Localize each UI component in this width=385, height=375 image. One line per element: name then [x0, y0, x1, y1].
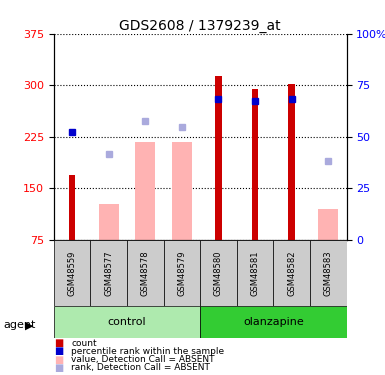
Bar	[164, 240, 200, 306]
Text: GSM48582: GSM48582	[287, 250, 296, 296]
Text: GSM48581: GSM48581	[251, 250, 259, 296]
Bar	[127, 240, 164, 306]
Bar	[135, 142, 156, 240]
Bar	[54, 240, 90, 306]
Text: GSM48577: GSM48577	[104, 250, 113, 296]
Bar	[90, 240, 127, 306]
Bar	[69, 175, 75, 240]
Text: ■: ■	[54, 363, 63, 373]
Text: rank, Detection Call = ABSENT: rank, Detection Call = ABSENT	[71, 363, 210, 372]
Bar	[310, 240, 346, 306]
Title: GDS2608 / 1379239_at: GDS2608 / 1379239_at	[119, 19, 281, 33]
Text: GSM48579: GSM48579	[177, 250, 186, 296]
Text: control: control	[108, 316, 146, 327]
Text: ■: ■	[54, 338, 63, 348]
Bar	[237, 240, 273, 306]
Text: GSM48583: GSM48583	[324, 250, 333, 296]
Text: agent: agent	[4, 321, 36, 330]
Text: ■: ■	[54, 355, 63, 364]
Bar	[99, 204, 119, 240]
Text: GSM48580: GSM48580	[214, 250, 223, 296]
Bar	[200, 240, 237, 306]
Text: GSM48578: GSM48578	[141, 250, 150, 296]
Text: olanzapine: olanzapine	[243, 316, 304, 327]
Text: count: count	[71, 339, 97, 348]
Bar	[54, 306, 200, 338]
Bar	[273, 240, 310, 306]
Bar	[252, 89, 258, 240]
Text: ■: ■	[54, 346, 63, 356]
Text: GSM48559: GSM48559	[68, 250, 77, 296]
Bar	[215, 76, 222, 240]
Bar	[318, 209, 338, 240]
Bar	[172, 142, 192, 240]
Bar	[200, 306, 346, 338]
Bar	[288, 84, 295, 240]
Text: ▶: ▶	[25, 321, 33, 330]
Text: value, Detection Call = ABSENT: value, Detection Call = ABSENT	[71, 355, 215, 364]
Text: percentile rank within the sample: percentile rank within the sample	[71, 347, 224, 356]
